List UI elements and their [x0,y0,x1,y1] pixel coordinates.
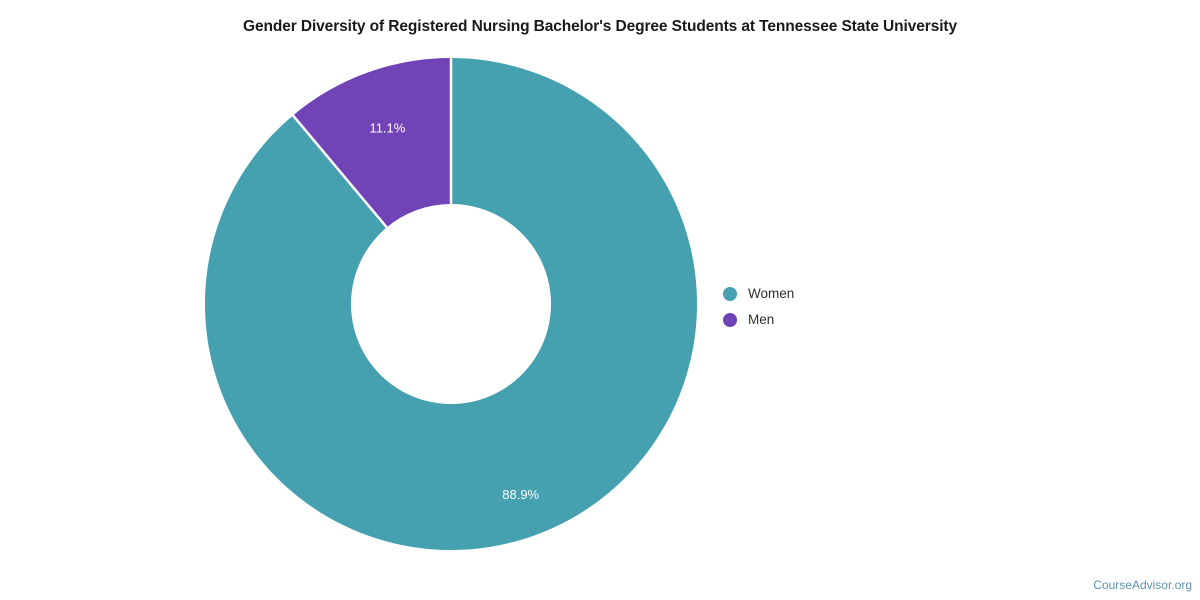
donut-plot-area: 88.9% 11.1% [205,58,697,550]
legend-swatch-men-icon [723,313,737,327]
slice-separators [292,58,453,229]
legend-swatch-women-icon [723,287,737,301]
attribution-link[interactable]: CourseAdvisor.org [1093,578,1192,592]
donut-svg: 88.9% 11.1% [205,58,697,550]
slice-men[interactable] [293,58,451,228]
slice-label-women: 88.9% [502,487,539,502]
legend-item-women[interactable]: Women [723,281,893,307]
legend-label-women: Women [748,286,795,302]
donut-slices [205,58,697,550]
legend-item-men[interactable]: Men [723,307,893,333]
slice-women[interactable] [205,58,697,550]
page-title: Gender Diversity of Registered Nursing B… [242,18,958,35]
legend-label-men: Men [748,312,775,328]
legend: Women Men [723,281,893,333]
slice-label-men: 11.1% [369,121,405,136]
separator-line-mid [292,114,388,229]
